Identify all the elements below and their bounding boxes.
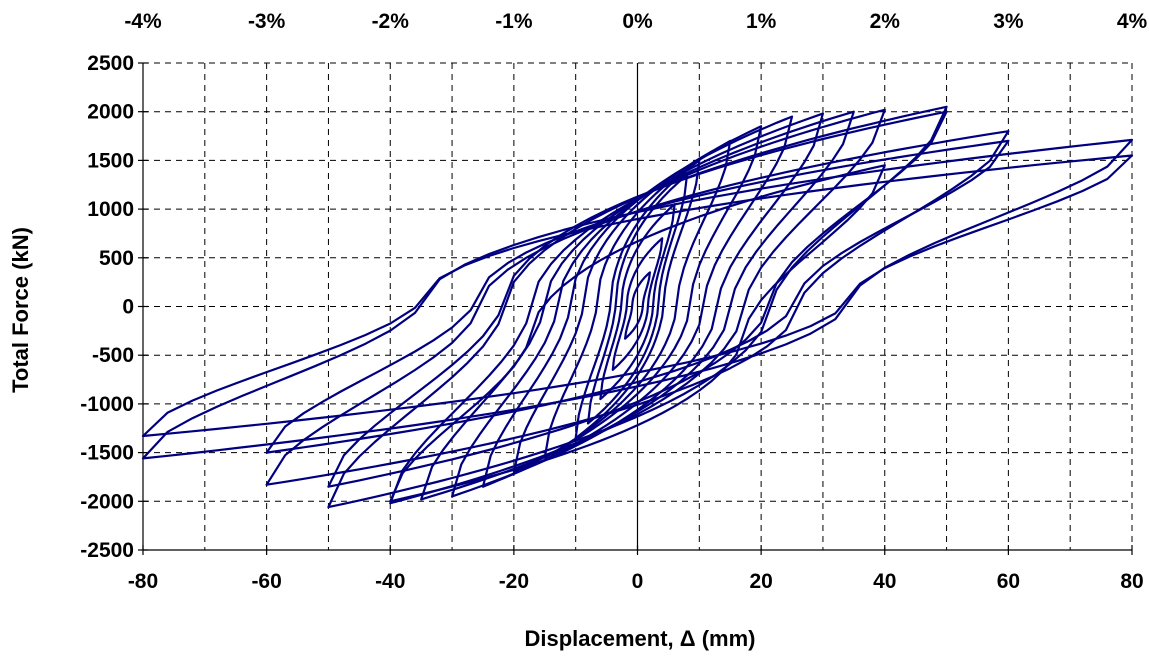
- drift-tick-label: 0%: [622, 10, 653, 33]
- y-tick-label: 2500: [87, 52, 134, 75]
- y-tick-label: 1000: [87, 198, 134, 221]
- hysteresis-loop: [389, 164, 886, 503]
- x-tick-label: 0: [632, 570, 644, 593]
- hysteresis-loop: [327, 105, 948, 509]
- x-tick-label: -20: [499, 570, 529, 593]
- hysteresis-loop: [611, 237, 664, 371]
- y-tick-label: -2000: [80, 490, 134, 513]
- drift-tick-label: -3%: [248, 10, 286, 33]
- x-tick-label: -40: [375, 570, 405, 593]
- y-tick-label: 2000: [87, 101, 134, 124]
- drift-ratio-tick-labels: -4% -3% -2% -1% 0% 1% 2% 3% 4%: [124, 10, 1147, 33]
- drift-tick-label: 4%: [1117, 10, 1148, 33]
- y-tick-label: 0: [122, 296, 134, 319]
- hysteresis-loop: [512, 125, 763, 474]
- hysteresis-loop: [389, 108, 886, 505]
- x-tick-label: -80: [128, 570, 158, 593]
- hysteresis-loop: [141, 154, 1134, 438]
- y-tick-label: -1500: [80, 442, 134, 465]
- y-tick-label: 1500: [87, 149, 134, 172]
- drift-tick-label: -4%: [124, 10, 162, 33]
- drift-tick-label: 3%: [993, 10, 1024, 33]
- y-tick-label: 500: [99, 247, 134, 270]
- drift-tick-label: -2%: [372, 10, 410, 33]
- hysteresis-loop: [265, 130, 1010, 486]
- x-axis-title: Displacement, Δ (mm): [525, 626, 756, 651]
- y-tick-label: -1000: [80, 393, 134, 416]
- hysteresis-loop: [624, 271, 651, 340]
- hysteresis-curves: [141, 105, 1134, 509]
- axes: [138, 62, 1133, 555]
- x-tick-label: -60: [251, 570, 281, 593]
- hysteresis-loop: [451, 112, 824, 498]
- drift-tick-label: 2%: [870, 10, 901, 33]
- y-tick-label: -500: [92, 344, 134, 367]
- y-axis-title: Total Force (kN): [8, 227, 33, 393]
- drift-tick-label: -1%: [495, 10, 533, 33]
- x-tick-label: 60: [997, 570, 1020, 593]
- x-tick-label: 40: [873, 570, 896, 593]
- grid-lines: [143, 62, 1133, 550]
- y-axis-tick-labels: 2500 2000 1500 1000 500 0 -500 -1000 -1500 -2000 -…: [80, 52, 134, 562]
- x-axis-tick-labels: -80 -60 -40 -20 0 20 40 60 80: [128, 570, 1144, 593]
- y-tick-label: -2500: [80, 539, 134, 562]
- drift-tick-label: 1%: [746, 10, 777, 33]
- x-tick-label: 20: [749, 570, 772, 593]
- hysteresis-loop: [265, 139, 1010, 454]
- x-tick-label: 80: [1120, 570, 1143, 593]
